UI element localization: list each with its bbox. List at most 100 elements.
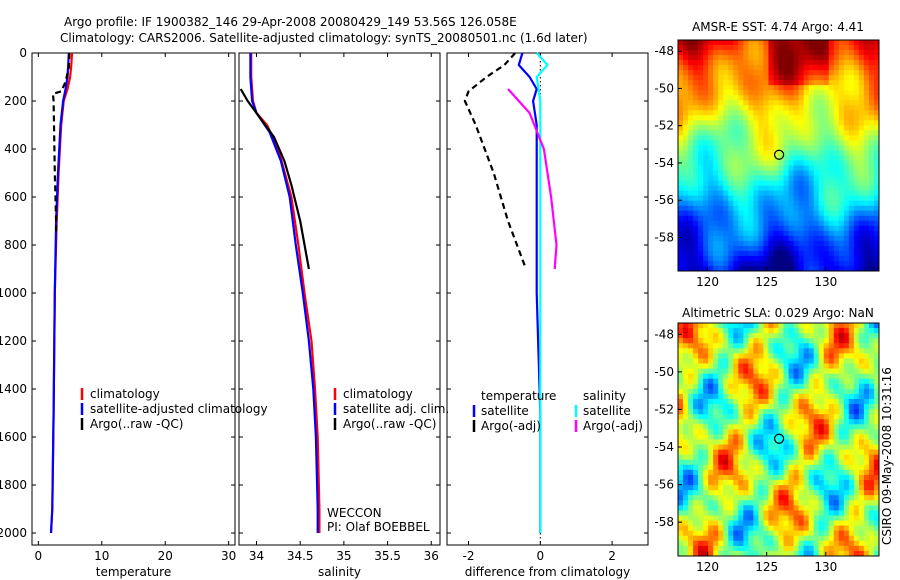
map-cell: [678, 383, 684, 390]
map-cell: [738, 490, 744, 496]
map-cell: [838, 358, 845, 365]
map-cell: [818, 240, 825, 247]
map-cell: [843, 515, 850, 522]
map-cell: [708, 240, 714, 247]
map-cell: [828, 115, 835, 121]
map-cell: [828, 240, 835, 247]
map-cell: [828, 353, 835, 360]
map-cell: [793, 235, 800, 242]
map-cell: [813, 338, 820, 344]
map-cell: [693, 449, 699, 456]
map-cell: [713, 328, 719, 334]
map-cell: [798, 358, 805, 365]
map-cell: [823, 225, 830, 232]
map-cell: [873, 459, 879, 466]
map-cell: [703, 230, 709, 237]
map-cell: [793, 505, 800, 512]
map-cell: [738, 485, 744, 491]
map-cell: [703, 378, 709, 385]
map-cell: [823, 338, 830, 344]
map-cell: [798, 135, 805, 142]
map-cell: [783, 343, 790, 349]
map-cell: [788, 373, 795, 380]
map-cell: [708, 429, 714, 436]
map-cell: [818, 245, 825, 252]
map-cell: [808, 449, 815, 456]
map-cell: [718, 459, 724, 466]
map-cell: [868, 265, 875, 271]
map-cell: [743, 419, 749, 425]
map-cell: [778, 323, 785, 329]
map-cell: [853, 255, 860, 262]
map-cell: [843, 454, 850, 461]
map-cell: [798, 255, 805, 262]
map-cell: [808, 368, 815, 375]
map-cell: [788, 323, 795, 329]
map-cell: [853, 383, 860, 390]
map-cell: [783, 338, 790, 344]
map-cell: [713, 449, 719, 456]
map-cell: [873, 260, 879, 267]
map-cell: [733, 110, 739, 116]
map-cell: [838, 200, 845, 207]
map-cell: [833, 90, 840, 96]
map-cell: [738, 240, 744, 247]
map-cell: [838, 135, 845, 142]
map-cell: [808, 444, 815, 451]
map-cell: [733, 474, 739, 481]
map-cell: [803, 454, 810, 461]
map-cell: [703, 505, 709, 512]
map-cell: [843, 105, 850, 111]
map-cell: [693, 409, 699, 415]
map-cell: [748, 175, 754, 182]
map-cell: [753, 55, 760, 61]
map-cell: [708, 40, 714, 46]
map-cell: [793, 245, 800, 252]
map-cell: [728, 255, 734, 262]
map-cell: [803, 160, 810, 167]
map-cell: [813, 120, 820, 126]
map-cell: [703, 190, 709, 197]
map-cell: [868, 225, 875, 232]
map-cell: [773, 115, 780, 121]
map-cell: [713, 409, 719, 415]
map-cell: [693, 434, 699, 441]
map-cell: [843, 338, 850, 344]
map-cell: [828, 454, 835, 461]
map-cell: [803, 520, 810, 527]
map-cell: [783, 85, 790, 91]
map-cell: [848, 255, 855, 262]
map-cell: [863, 155, 870, 162]
map-cell: [708, 358, 714, 365]
map-cell: [838, 505, 845, 512]
map-cell: [848, 338, 855, 344]
map-cell: [798, 535, 805, 542]
map-cell: [828, 120, 835, 126]
map-cell: [688, 485, 694, 491]
map-cell: [873, 348, 879, 354]
map-cell: [683, 155, 689, 162]
map-cell: [683, 328, 689, 334]
map-cell: [688, 245, 694, 252]
y-tick-label: -52: [654, 119, 674, 133]
map-cell: [773, 469, 780, 476]
map-cell: [738, 368, 744, 375]
map-cell: [728, 215, 734, 222]
map-cell: [818, 180, 825, 187]
series-satellite: [535, 52, 549, 533]
map-cell: [853, 150, 860, 157]
map-cell: [853, 250, 860, 257]
map-cell: [738, 464, 744, 471]
map-cell: [863, 368, 870, 375]
map-cell: [858, 383, 865, 390]
map-cell: [758, 160, 765, 167]
map-cell: [833, 80, 840, 86]
map-cell: [788, 424, 795, 430]
map-cell: [783, 230, 790, 237]
map-cell: [733, 414, 739, 420]
map-cell: [713, 368, 719, 375]
map-cell: [758, 398, 765, 405]
map-cell: [678, 180, 684, 187]
map-cell: [808, 250, 815, 257]
map-cell: [803, 358, 810, 365]
